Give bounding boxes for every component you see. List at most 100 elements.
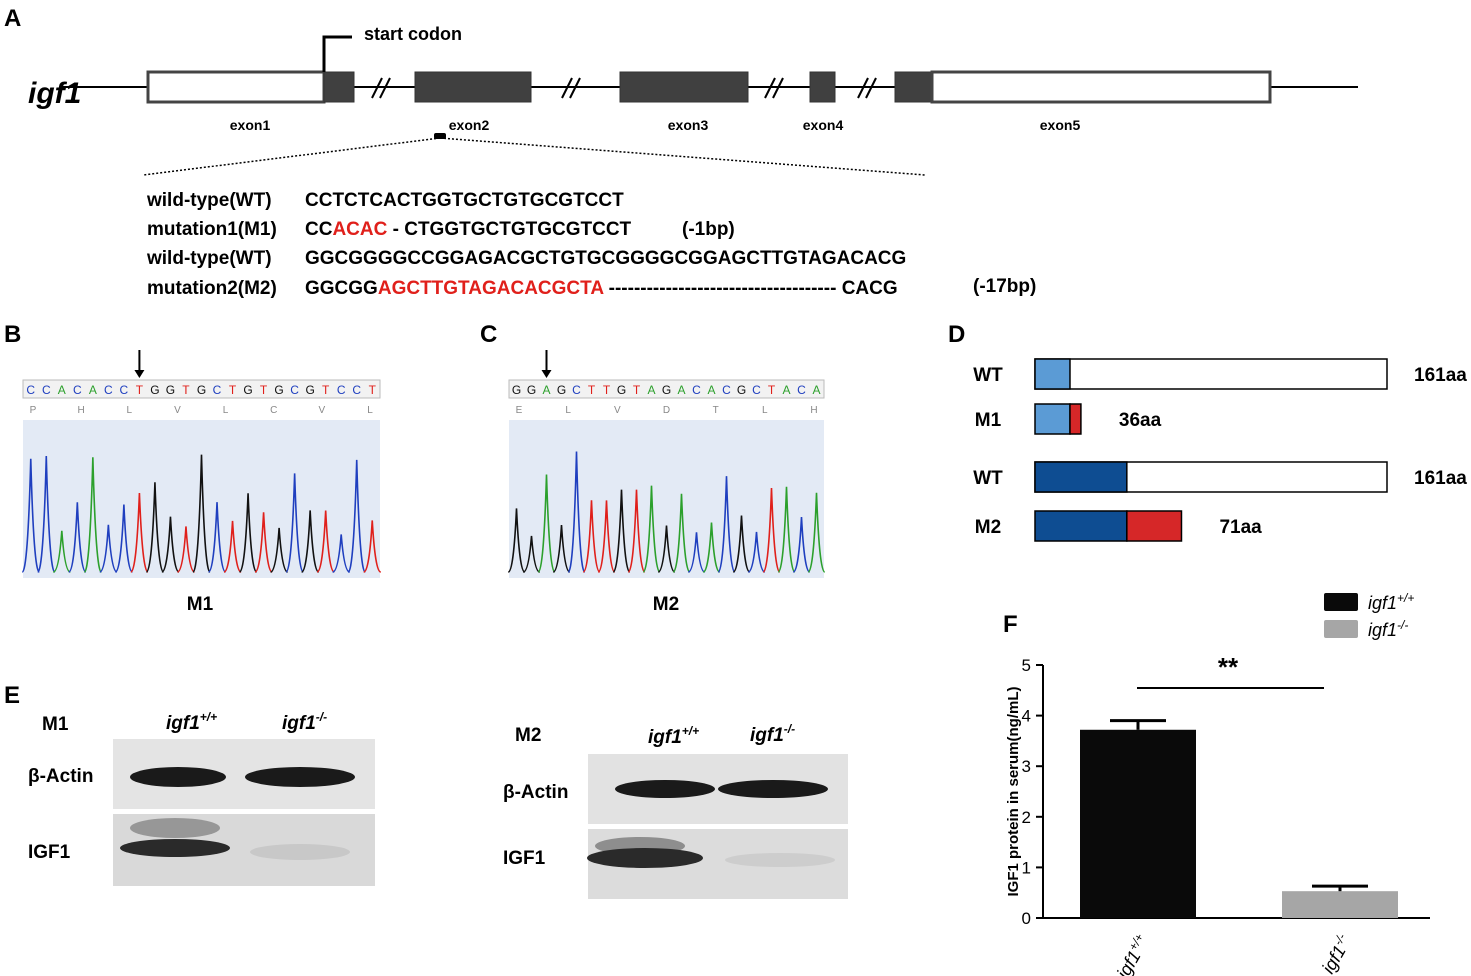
protein-label-2: WT: [973, 468, 1003, 489]
gene-structure: start codon exon1 exon2 exon3 exon4 exon…: [62, 24, 1358, 176]
chrom-m2-peak-11: [672, 493, 691, 573]
wb-m2-igf1-band-wt: [587, 848, 703, 868]
chrom-m2-peak-0: [507, 508, 526, 573]
start-codon-arrow: [322, 35, 352, 72]
exon4-coding: [809, 71, 836, 103]
protein-label-0: WT: [973, 365, 1003, 386]
wb-m2-igf1-label: IGF1: [503, 848, 546, 869]
chrom-m1-aa-3: V: [174, 405, 181, 416]
chrom-m1-peak-12: [208, 502, 227, 573]
panel-letter-b: B: [4, 321, 21, 348]
chrom-m2-base-18: A: [782, 383, 790, 397]
wb-m1-igf1-band-wt: [120, 839, 230, 857]
chrom-m1-base-0: C: [26, 383, 35, 397]
exon1-utr: [146, 70, 326, 104]
chrom-m1-aa-6: V: [319, 405, 326, 416]
chrom-m1-peak-11: [192, 454, 211, 573]
chrom-m2-peak-14: [717, 476, 736, 573]
chrom-m2-aa-4: T: [713, 405, 719, 416]
chrom-m1-base-11: G: [197, 383, 206, 397]
chrom-m2-base-19: C: [797, 383, 806, 397]
chrom-m1-peak-18: [301, 510, 320, 573]
chrom-m1-peak-5: [99, 524, 118, 573]
protein-coding-3: [1034, 510, 1128, 542]
chrom-m2-base-10: G: [662, 383, 671, 397]
chrom-m1-base-4: A: [89, 383, 97, 397]
chrom-m1-peak-7: [130, 492, 149, 573]
chrom-m1-base-row: [22, 379, 381, 399]
chrom-m1-peak-8: [145, 482, 165, 573]
chrom-m2-peak-20: [807, 492, 826, 573]
chromatogram-m1: C C A C A C C T G G T G C T G T G C G T C C TP H L V L C V L: [21, 350, 382, 578]
wb-m1-genotype-ko: igf1-/-: [282, 710, 327, 734]
seq-label-wt1: wild-type(WT): [146, 190, 272, 211]
zoom-line-left: [142, 137, 441, 176]
chrom-m1-peak-15: [254, 512, 273, 573]
panel-letter-d: D: [948, 321, 965, 348]
wb-m2-actin-label: β-Actin: [503, 782, 568, 803]
protein-length-0: 161aa: [1414, 365, 1467, 386]
protein-coding-0: [1034, 358, 1071, 390]
chrom-m1-base-3: C: [73, 383, 82, 397]
protein-label-1: M1: [975, 410, 1002, 431]
panel-letter-c: C: [480, 321, 497, 348]
western-blot-m2: M2 igf1+/+ igf1-/- β-Actin IGF1: [503, 722, 848, 899]
wb-m1-igf1-smear-wt: [130, 818, 220, 838]
panel-letter-e: E: [4, 682, 20, 709]
chrom-m1-peak-14: [239, 493, 258, 573]
seq-label-wt2: wild-type(WT): [146, 248, 272, 269]
chrom-m2-peak-18: [777, 486, 796, 573]
chrom-m2-base-5: T: [588, 383, 596, 397]
seq-m1: CCACAC - CTGGTGCTGTGCGTCCT: [305, 219, 632, 240]
chrom-m1-arrowhead-icon: [134, 370, 145, 378]
chrom-m1-peak-3: [68, 502, 87, 573]
chrom-m1-quality-area: [23, 420, 380, 578]
wb-m1-igf1-label: IGF1: [28, 842, 71, 863]
x-tick-label-1: igf1-/-: [1316, 931, 1355, 976]
chrom-m1-peak-9: [161, 516, 180, 573]
chrom-m1-base-15: T: [260, 383, 268, 397]
y-tick-label-0: 0: [1022, 909, 1031, 928]
chrom-m2-aa-1: L: [565, 405, 571, 416]
wb-m1-actin-label: β-Actin: [28, 766, 93, 787]
exon1-coding: [323, 71, 355, 103]
chrom-m1-peak-6: [114, 504, 133, 573]
wb-m1-igf1-band-ko: [250, 844, 350, 860]
chrom-m2-base-2: A: [542, 383, 550, 397]
chrom-m2-peak-7: [612, 489, 631, 573]
bar-0: [1080, 729, 1196, 918]
chrom-m2-base-4: C: [572, 383, 581, 397]
y-tick-label-2: 2: [1022, 808, 1031, 827]
chrom-m2-arrowhead-icon: [541, 370, 552, 378]
bar-1: [1282, 891, 1398, 918]
panel-letter-a: A: [4, 5, 21, 32]
chrom-m1-base-1: C: [42, 383, 51, 397]
exon3-label: exon3: [668, 117, 709, 133]
chrom-m1-base-21: C: [352, 383, 361, 397]
chrom-m2-base-17: T: [768, 383, 776, 397]
chrom-m1-base-7: T: [136, 383, 144, 397]
x-tick-label-0: igf1+/+: [1111, 931, 1153, 976]
chrom-m2-peak-5: [582, 500, 601, 573]
chrom-m2-base-3: G: [557, 383, 566, 397]
protein-diagram: WT 161aa M1 36aa WT 161aa M2 71aa: [973, 358, 1467, 542]
wb-m2-genotype-ko: igf1-/-: [750, 722, 795, 746]
chrom-m1-peak-1: [36, 456, 56, 573]
exon4-label: exon4: [803, 117, 844, 133]
exon2-coding: [414, 71, 532, 103]
wb-m1-actin-band-wt: [130, 767, 226, 787]
chrom-m2-aa-6: H: [810, 405, 817, 416]
seq-m2: GGCGGAGCTTGTAGACACGCTA -----------------…: [305, 278, 898, 299]
chrom-m1-aa-4: L: [223, 405, 229, 416]
protein-coding-1: [1034, 403, 1071, 435]
protein-full-0: [1034, 358, 1388, 390]
exon3-coding: [619, 71, 749, 103]
chrom-m1-base-20: C: [337, 383, 346, 397]
legend-swatch-1: [1324, 620, 1358, 638]
significance-label: **: [1218, 652, 1239, 682]
chrom-m1-base-12: C: [213, 383, 222, 397]
protein-mutant-3: [1126, 510, 1183, 542]
chrom-m1-peak-21: [347, 459, 367, 573]
wb-m2-igf1-band-ko: [725, 853, 835, 867]
